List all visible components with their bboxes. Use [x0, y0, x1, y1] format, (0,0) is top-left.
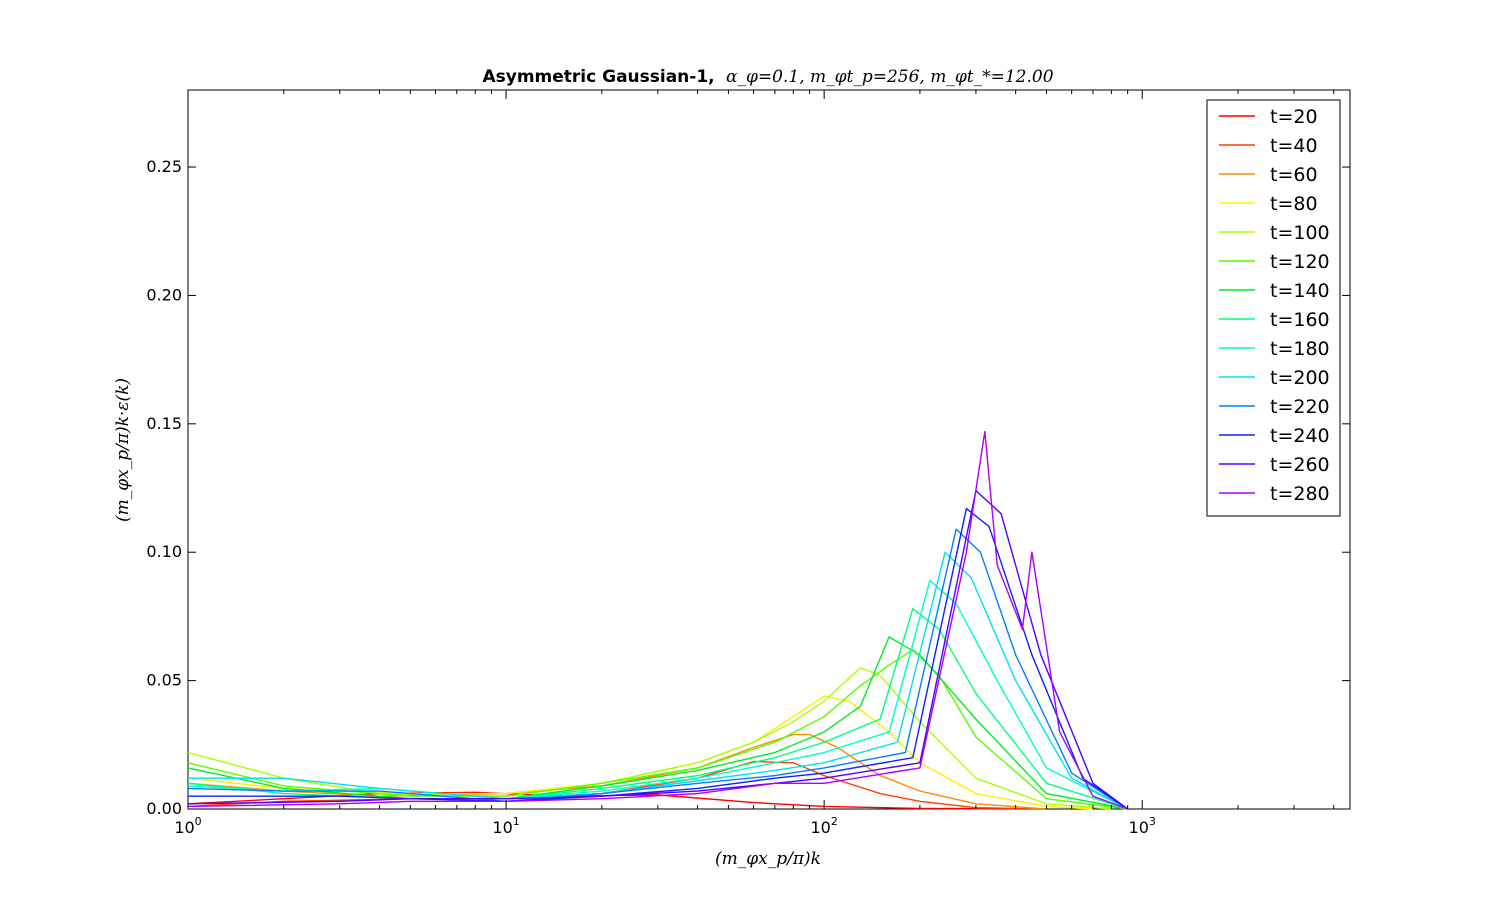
x-tick-label-0: 100: [174, 815, 201, 837]
plot-frame: [187, 89, 1351, 810]
y-tick-label-3: 0.15: [146, 414, 182, 433]
series-line-12: [187, 489, 1129, 810]
x-axis-minor-ticks: [283, 90, 1335, 809]
y-tick-label-5: 0.25: [146, 157, 182, 176]
legend-frame: [1206, 99, 1341, 517]
x-axis-ticks: 100 101 102 103: [174, 90, 1156, 837]
y-axis-label: (m_φx_p/π)k·ε(k): [113, 378, 133, 522]
legend-label-7: t=160: [1270, 309, 1330, 331]
series-lines: [187, 430, 1129, 810]
y-axis-ticks: 0.00 0.05 0.10 0.15 0.20 0.25: [146, 157, 1350, 818]
legend-label-2: t=60: [1270, 164, 1318, 186]
legend-label-8: t=180: [1270, 338, 1330, 360]
legend: t=20 t=40 t=60 t=80 t=100 t=120 t=140 t=160 t=18…: [1206, 99, 1341, 517]
chart-title-bold: Asymmetric Gaussian-1,: [482, 67, 714, 87]
y-tick-label-2: 0.10: [146, 542, 182, 561]
legend-label-0: t=20: [1270, 106, 1318, 128]
legend-label-5: t=120: [1270, 251, 1330, 273]
legend-label-13: t=280: [1270, 483, 1330, 505]
legend-label-6: t=140: [1270, 280, 1330, 302]
y-tick-label-0: 0.00: [146, 799, 182, 818]
series-line-10: [187, 528, 1129, 810]
x-tick-label-3: 103: [1129, 815, 1156, 837]
legend-label-4: t=100: [1270, 222, 1330, 244]
chart-title-math: α_φ=0.1, m_φt_p=256, m_φt_*=12.00: [726, 67, 1054, 87]
chart-title: Asymmetric Gaussian-1, α_φ=0.1, m_φt_p=2…: [482, 67, 1053, 87]
legend-label-10: t=220: [1270, 396, 1330, 418]
series-line-13: [187, 430, 1128, 810]
legend-label-1: t=40: [1270, 135, 1318, 157]
legend-label-9: t=200: [1270, 367, 1330, 389]
x-axis-label: (m_φx_p/π)k: [715, 849, 821, 869]
legend-label-11: t=240: [1270, 425, 1330, 447]
plot-area: 0.00 0.05 0.10 0.15 0.20 0.25 100 101 102 103: [146, 89, 1351, 837]
legend-label-12: t=260: [1270, 454, 1330, 476]
y-tick-label-4: 0.20: [146, 285, 182, 304]
x-tick-label-2: 102: [810, 815, 837, 837]
legend-label-3: t=80: [1270, 193, 1318, 215]
series-line-9: [188, 551, 1129, 810]
y-tick-label-1: 0.05: [146, 671, 182, 690]
x-tick-label-1: 101: [492, 815, 519, 837]
